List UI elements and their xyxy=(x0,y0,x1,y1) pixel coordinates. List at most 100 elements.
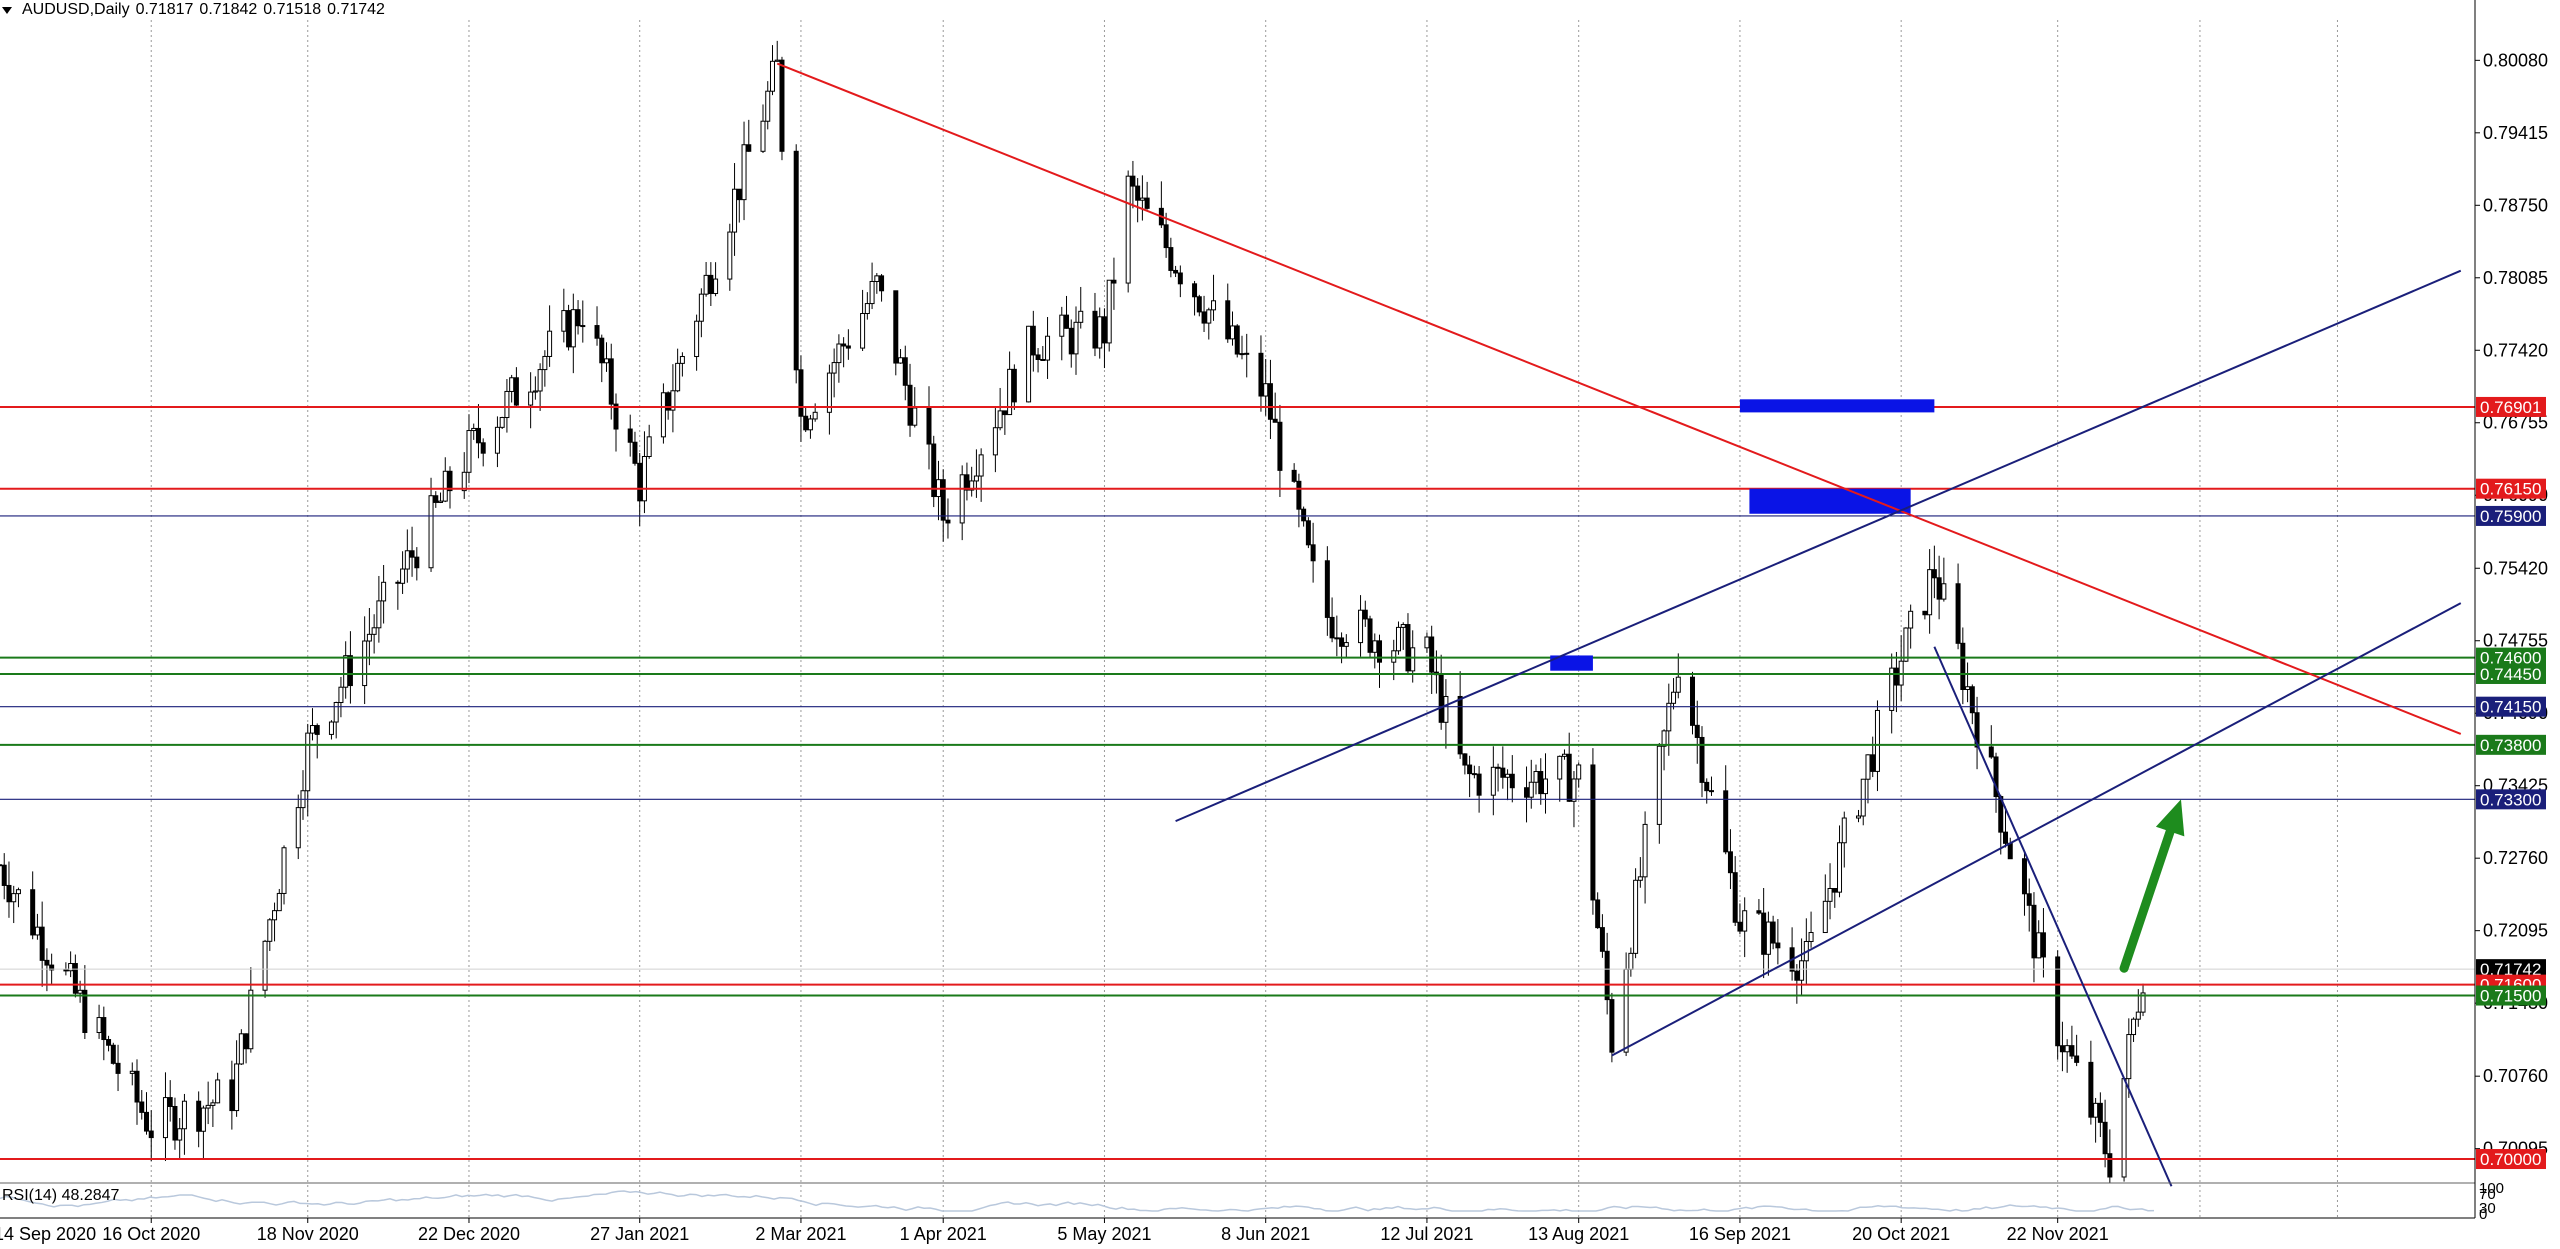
level-price-label: 0.73800 xyxy=(2480,736,2541,755)
candle-body xyxy=(2121,1078,2127,1178)
candle-body xyxy=(262,940,268,991)
candle-body xyxy=(234,1063,240,1112)
candle-body xyxy=(215,1079,221,1104)
candle-body xyxy=(172,1105,178,1141)
candle-body xyxy=(969,480,975,491)
x-tick-label: 18 Nov 2020 xyxy=(257,1224,359,1244)
trendline-navy-lower-channel xyxy=(1611,602,2462,1057)
candle-body xyxy=(404,550,410,570)
projection-arrow-shaft xyxy=(2119,827,2175,973)
candle-body xyxy=(139,1101,145,1113)
candle-body xyxy=(826,372,832,413)
candle-body xyxy=(438,500,444,503)
supply-zone-rect xyxy=(1749,488,1911,514)
candle-body xyxy=(1599,927,1605,952)
candle-body xyxy=(1628,952,1634,970)
high-value: 0.71842 xyxy=(199,1,258,18)
candle-body xyxy=(1400,624,1406,628)
candle-body xyxy=(694,320,700,358)
candle-body xyxy=(1571,778,1577,802)
candle-body xyxy=(1201,311,1207,324)
candle-body xyxy=(1106,279,1112,344)
candle-body xyxy=(1092,310,1098,349)
candle-body xyxy=(741,144,747,201)
candle-body xyxy=(1637,876,1643,881)
candle-body xyxy=(1059,314,1065,337)
candle-body xyxy=(1775,942,1781,949)
candle-body xyxy=(1694,724,1700,738)
candle-body xyxy=(68,963,74,972)
candle-body xyxy=(580,325,586,328)
candle-body xyxy=(1808,932,1814,942)
candle-body xyxy=(1173,269,1179,274)
candle-body xyxy=(1874,709,1880,772)
candle-body xyxy=(1035,354,1041,360)
candle-body xyxy=(660,392,666,438)
candle-body xyxy=(466,430,472,473)
candle-body xyxy=(836,343,842,364)
candle-body xyxy=(736,188,742,201)
candle-body xyxy=(864,303,870,315)
candle-body xyxy=(200,1107,206,1132)
candle-body xyxy=(1500,767,1506,778)
candle-body xyxy=(428,495,434,569)
candle-body xyxy=(675,362,681,392)
candle-body xyxy=(1358,609,1364,644)
candle-body xyxy=(0,864,2,867)
candle-body xyxy=(831,362,837,374)
candle-body xyxy=(566,310,572,348)
candle-body xyxy=(1144,197,1150,209)
candle-body xyxy=(1761,912,1767,955)
candle-body xyxy=(238,1033,244,1065)
y-tick-label: 0.77420 xyxy=(2483,340,2548,360)
candle-body xyxy=(2088,1061,2094,1118)
candle-body xyxy=(1305,520,1311,546)
candle-body xyxy=(63,969,69,972)
candle-body xyxy=(6,884,12,903)
candle-body xyxy=(959,474,965,524)
candle-body xyxy=(49,964,55,971)
candle-body xyxy=(1699,736,1705,783)
x-tick-label: 5 May 2021 xyxy=(1057,1224,1151,1244)
candle-body xyxy=(442,470,448,502)
candle-body xyxy=(1538,771,1544,795)
candle-body xyxy=(148,1130,154,1139)
candle-body xyxy=(528,391,534,406)
candle-body xyxy=(869,280,875,305)
candle-body xyxy=(1405,624,1411,672)
candle-body xyxy=(11,893,17,903)
candle-body xyxy=(1367,618,1373,653)
candle-body xyxy=(1770,921,1776,944)
candle-body xyxy=(1225,300,1231,340)
candle-body xyxy=(272,910,278,921)
candle-body xyxy=(134,1070,140,1103)
x-tick-label: 14 Sep 2020 xyxy=(0,1224,96,1244)
candle-body xyxy=(471,427,477,432)
dropdown-triangle-icon[interactable] xyxy=(2,6,12,14)
level-price-tag xyxy=(2476,959,2546,980)
candle-body xyxy=(1765,921,1771,955)
candle-body xyxy=(973,475,979,482)
level-price-label: 0.71742 xyxy=(2480,960,2541,979)
candle-body xyxy=(376,600,382,629)
candle-body xyxy=(2074,1055,2080,1063)
candle-body xyxy=(793,150,799,371)
candle-body xyxy=(902,357,908,386)
candle-body xyxy=(461,471,467,492)
rsi-scale-label: 100 xyxy=(2479,1180,2504,1197)
candle-body xyxy=(381,581,387,602)
x-tick-label: 27 Jan 2021 xyxy=(590,1224,689,1244)
candle-body xyxy=(1424,636,1430,649)
candle-body xyxy=(1263,383,1269,397)
candle-body xyxy=(409,550,415,558)
candle-body xyxy=(570,309,576,348)
candle-body xyxy=(1756,910,1762,914)
candle-body xyxy=(1258,352,1264,397)
candle-body xyxy=(414,556,420,569)
candle-body xyxy=(1040,358,1046,361)
candle-body xyxy=(893,290,899,364)
candle-body xyxy=(513,377,519,406)
candle-body xyxy=(115,1062,121,1074)
